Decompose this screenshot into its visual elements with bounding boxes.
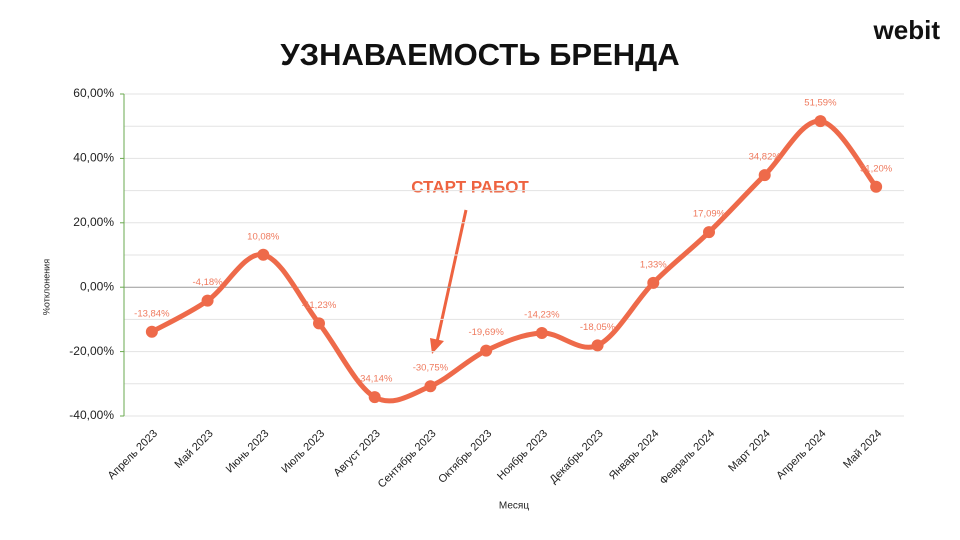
y-tick-label: -20,00% bbox=[69, 344, 114, 358]
plot: -40,00% -20,00% 0,00% 20,00% 40,00% 60,00% Апр… bbox=[69, 86, 904, 490]
data-label: -4,18% bbox=[193, 277, 224, 288]
annotation-arrow bbox=[435, 209, 468, 343]
data-label: -19,69% bbox=[468, 327, 504, 338]
x-tick-label: Июль 2023 bbox=[279, 428, 327, 476]
x-tick-label: Апрель 2024 bbox=[774, 428, 828, 482]
annotation-arrowhead bbox=[430, 338, 444, 354]
data-label: 17,09% bbox=[693, 209, 726, 220]
annotation: СТАРТ РАБОТ bbox=[411, 177, 529, 196]
x-tick-label: Февраль 2024 bbox=[658, 428, 718, 488]
data-label: 34,82% bbox=[749, 152, 782, 163]
x-axis-label: Месяц bbox=[499, 501, 529, 512]
x-tick-label: Январь 2024 bbox=[607, 428, 662, 483]
y-tick-label: 20,00% bbox=[73, 215, 114, 229]
data-label: -30,75% bbox=[413, 363, 449, 374]
data-label: -34,14% bbox=[357, 374, 393, 385]
data-label: 10,08% bbox=[247, 231, 280, 242]
x-tick-label: Май 2023 bbox=[173, 428, 216, 471]
chart-title: УЗНАВАЕМОСТЬ БРЕНДА bbox=[280, 37, 679, 72]
x-tick-label: Ноябрь 2023 bbox=[495, 428, 550, 483]
data-label: -11,23% bbox=[302, 300, 337, 311]
x-tick-label: Май 2024 bbox=[841, 428, 884, 471]
data-label: 51,59% bbox=[804, 98, 837, 109]
x-tick-label: Август 2023 bbox=[332, 428, 383, 479]
x-tick-label: Сентябрь 2023 bbox=[376, 428, 439, 491]
point bbox=[257, 248, 270, 261]
x-tick-label: Март 2024 bbox=[726, 428, 773, 475]
x-tick-label: Декабрь 2023 bbox=[547, 428, 605, 486]
point bbox=[758, 169, 771, 182]
y-tick-label: -40,00% bbox=[69, 408, 114, 422]
y-tick-label: 0,00% bbox=[80, 279, 114, 293]
x-tick-label: Июнь 2023 bbox=[224, 428, 272, 476]
point bbox=[814, 115, 827, 128]
point bbox=[535, 327, 548, 340]
y-tick-label: 40,00% bbox=[73, 151, 114, 165]
x-tick-label: Апрель 2023 bbox=[106, 428, 160, 482]
data-label: 1,33% bbox=[640, 259, 667, 270]
y-tick-label: 60,00% bbox=[73, 86, 114, 100]
x-tick-label: Октябрь 2023 bbox=[436, 428, 494, 486]
line bbox=[149, 118, 879, 404]
data-label: -18,05% bbox=[580, 322, 616, 333]
point bbox=[480, 344, 493, 357]
point bbox=[201, 294, 214, 307]
data-label: -14,23% bbox=[524, 310, 560, 321]
point bbox=[591, 339, 604, 352]
point bbox=[647, 276, 660, 289]
point bbox=[145, 325, 158, 338]
data-label: 31,20% bbox=[860, 163, 893, 174]
point bbox=[703, 226, 715, 239]
logo: webit bbox=[873, 15, 941, 45]
point bbox=[313, 317, 325, 330]
data-label: -13,84% bbox=[134, 308, 170, 319]
point bbox=[424, 380, 437, 393]
point bbox=[870, 180, 883, 193]
point bbox=[368, 391, 381, 404]
y-axis-label: %отклонения bbox=[41, 259, 51, 315]
